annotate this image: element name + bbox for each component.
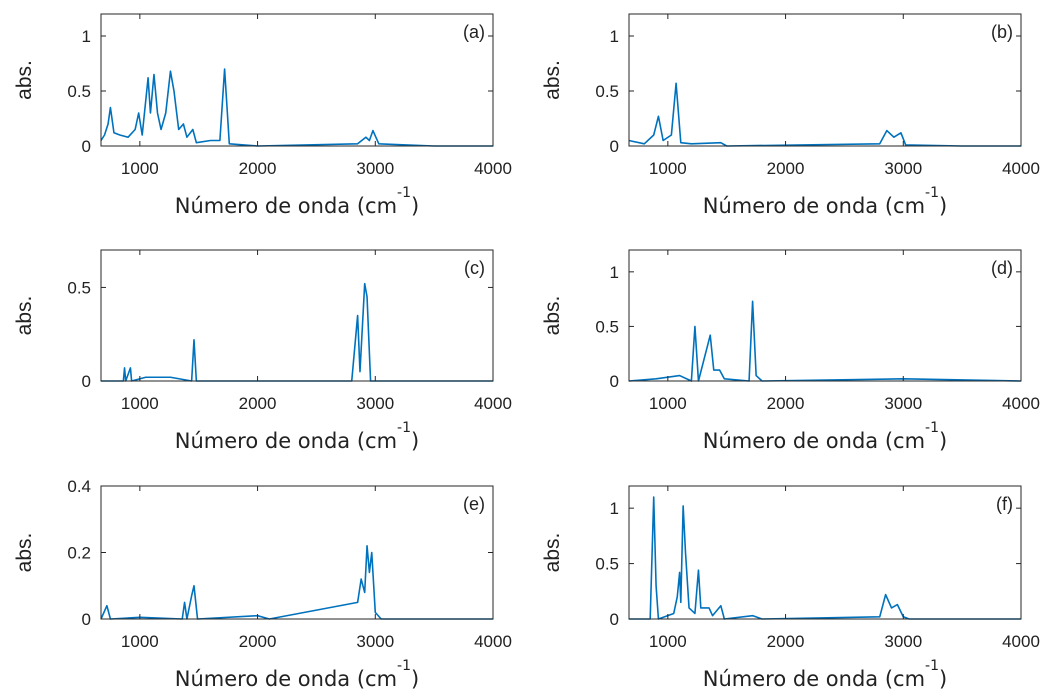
x-tick-label: 1000: [121, 159, 159, 178]
y-tick-label: 0.5: [595, 82, 619, 101]
y-tick-label: 0.4: [67, 477, 91, 496]
x-tick-label: 1000: [649, 394, 687, 413]
axes-box: [100, 485, 494, 620]
y-tick-label: 1: [610, 263, 619, 282]
x-axis-label-end: ): [939, 429, 947, 453]
x-axis-label-sup: -1: [397, 658, 411, 674]
y-axis-label: abs.: [13, 60, 36, 100]
y-tick-label: 0: [610, 372, 619, 391]
x-tick-label: 2000: [767, 632, 805, 651]
x-tick-label: 4000: [474, 394, 512, 413]
x-axis-label-sup: -1: [397, 185, 411, 201]
y-tick-label: 0.2: [67, 544, 91, 563]
x-axis-label: Número de onda (cm-1): [175, 185, 419, 218]
y-tick-label: 0.5: [595, 317, 619, 336]
x-tick-label: 3000: [884, 159, 922, 178]
y-tick-label: 0.5: [595, 555, 619, 574]
y-axis-label: abs.: [541, 60, 564, 100]
x-axis-label-text: Número de onda (cm: [703, 667, 925, 691]
x-axis-label: Número de onda (cm-1): [175, 420, 419, 453]
subplot: 1000 2000 3000 4000 0 0.5 1 (d) abs. Número de on…: [541, 249, 1040, 453]
axes-box: [628, 13, 1022, 147]
x-tick-label: 4000: [1002, 394, 1040, 413]
x-tick-label: 3000: [356, 394, 394, 413]
y-tick-label: 1: [82, 27, 91, 46]
panel-label: (f): [996, 494, 1013, 514]
y-tick-label: 0: [82, 610, 91, 629]
axes-box: [628, 249, 1022, 382]
subplot: 1000 2000 3000 4000 0 0.2 0.4 (e) abs. Número de …: [13, 477, 512, 691]
y-tick-label: 0: [82, 372, 91, 391]
axes-box: [100, 249, 494, 382]
x-axis-label-sup: -1: [925, 420, 939, 436]
x-axis-label-end: ): [939, 194, 947, 218]
x-axis-label-end: ): [411, 429, 419, 453]
panel-label: (e): [463, 494, 485, 514]
x-tick-label: 3000: [356, 159, 394, 178]
spectrum-line: [629, 496, 1021, 620]
x-axis-label-sup: -1: [925, 658, 939, 674]
x-axis-label-sup: -1: [925, 185, 939, 201]
x-tick-label: 4000: [1002, 159, 1040, 178]
y-tick-label: 1: [610, 27, 619, 46]
spectrum-line: [100, 68, 493, 147]
x-tick-label: 4000: [474, 159, 512, 178]
x-axis-label-end: ): [939, 667, 947, 691]
y-axis-label: abs.: [541, 533, 564, 573]
spectrum-line: [100, 545, 493, 620]
x-axis-label: Número de onda (cm-1): [175, 658, 419, 691]
x-axis-label-text: Número de onda (cm: [175, 194, 397, 218]
x-tick-label: 4000: [474, 632, 512, 651]
y-tick-label: 0: [610, 137, 619, 156]
x-tick-label: 2000: [767, 394, 805, 413]
x-axis-label-text: Número de onda (cm: [703, 429, 925, 453]
spectrum-line: [101, 282, 493, 382]
panel-label: (c): [464, 258, 485, 278]
x-tick-label: 3000: [884, 632, 922, 651]
y-axis-label: abs.: [541, 296, 564, 336]
y-tick-label: 0.5: [67, 278, 91, 297]
y-tick-label: 0.5: [67, 82, 91, 101]
y-tick-label: 1: [610, 499, 619, 518]
axes-box: [100, 13, 494, 147]
x-tick-label: 2000: [239, 159, 277, 178]
y-tick-label: 0: [610, 610, 619, 629]
x-axis-label: Número de onda (cm-1): [703, 185, 947, 218]
x-axis-label-text: Número de onda (cm: [703, 194, 925, 218]
x-tick-label: 1000: [121, 632, 159, 651]
x-tick-label: 4000: [1002, 632, 1040, 651]
y-tick-label: 0: [82, 137, 91, 156]
x-tick-label: 1000: [649, 632, 687, 651]
x-tick-label: 3000: [356, 632, 394, 651]
x-tick-label: 1000: [121, 394, 159, 413]
spectrum-line: [628, 82, 1021, 147]
x-axis-label: Número de onda (cm-1): [703, 658, 947, 691]
x-axis-label-text: Número de onda (cm: [175, 667, 397, 691]
subplot: 1000 2000 3000 4000 0 0.5 1 (b) abs. Número de on…: [541, 13, 1040, 218]
y-axis-label: abs.: [13, 296, 36, 336]
x-axis-label-end: ): [411, 667, 419, 691]
panel-label: (a): [463, 22, 485, 42]
subplot: 1000 2000 3000 4000 0 0.5 1 (f) abs. Número de on…: [541, 485, 1040, 691]
x-axis-label-text: Número de onda (cm: [175, 429, 397, 453]
spectrum-line: [628, 300, 1022, 382]
x-axis-label: Número de onda (cm-1): [703, 420, 947, 453]
x-tick-label: 2000: [767, 159, 805, 178]
x-tick-label: 3000: [884, 394, 922, 413]
panel-label: (b): [991, 22, 1013, 42]
x-tick-label: 2000: [239, 394, 277, 413]
subplot: 1000 2000 3000 4000 0 0.5 1 (a) abs. Número de on…: [13, 13, 512, 218]
x-tick-label: 1000: [649, 159, 687, 178]
x-tick-label: 2000: [239, 632, 277, 651]
y-axis-label: abs.: [13, 533, 36, 573]
subplot: 1000 2000 3000 4000 0 0.5 (c) abs. Número de ond…: [13, 249, 512, 453]
panel-label: (d): [991, 258, 1013, 278]
x-axis-label-sup: -1: [397, 420, 411, 436]
axes-box: [628, 485, 1022, 620]
x-axis-label-end: ): [411, 194, 419, 218]
